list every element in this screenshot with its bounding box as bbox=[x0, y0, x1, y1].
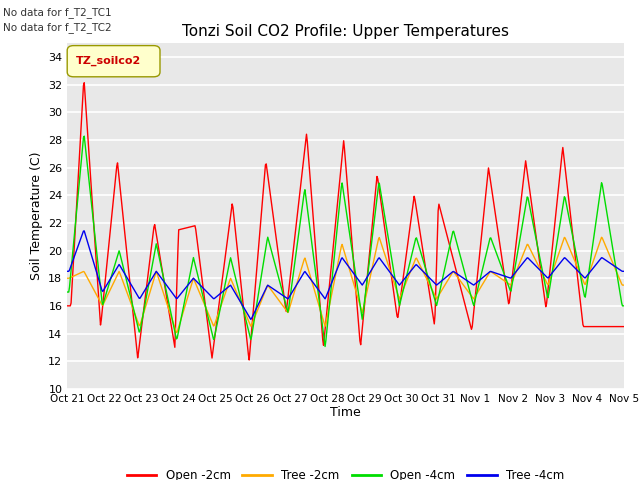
Tree -2cm bbox=[431, 291, 438, 297]
Tree -2cm bbox=[173, 330, 180, 336]
Open -2cm bbox=[188, 224, 196, 229]
Open -4cm bbox=[218, 300, 225, 306]
Tree -2cm bbox=[74, 272, 81, 277]
Legend: Open -2cm, Tree -2cm, Open -4cm, Tree -4cm: Open -2cm, Tree -2cm, Open -4cm, Tree -4… bbox=[122, 464, 569, 480]
Tree -4cm bbox=[188, 277, 196, 283]
Text: No data for f_T2_TC1: No data for f_T2_TC1 bbox=[3, 7, 112, 18]
Open -4cm bbox=[188, 262, 196, 268]
Text: TZ_soilco2: TZ_soilco2 bbox=[76, 56, 141, 66]
Tree -4cm bbox=[415, 264, 422, 270]
Tree -4cm bbox=[620, 268, 628, 274]
Open -4cm bbox=[321, 344, 329, 349]
Tree -4cm bbox=[81, 228, 88, 234]
Tree -2cm bbox=[63, 276, 71, 281]
Open -2cm bbox=[431, 312, 439, 318]
Tree -2cm bbox=[620, 282, 628, 288]
Tree -4cm bbox=[247, 316, 255, 322]
Open -4cm bbox=[81, 133, 88, 139]
Tree -4cm bbox=[218, 290, 225, 296]
Title: Tonzi Soil CO2 Profile: Upper Temperatures: Tonzi Soil CO2 Profile: Upper Temperatur… bbox=[182, 24, 509, 39]
Open -4cm bbox=[63, 289, 71, 295]
Tree -2cm bbox=[598, 234, 605, 240]
Open -2cm bbox=[620, 324, 628, 329]
Line: Tree -2cm: Tree -2cm bbox=[67, 237, 624, 333]
Open -2cm bbox=[131, 333, 139, 338]
Open -2cm bbox=[74, 192, 81, 197]
Tree -4cm bbox=[74, 245, 81, 251]
Tree -4cm bbox=[63, 268, 71, 274]
Text: No data for f_T2_TC2: No data for f_T2_TC2 bbox=[3, 22, 112, 33]
Open -2cm bbox=[81, 80, 88, 85]
X-axis label: Time: Time bbox=[330, 407, 361, 420]
Open -2cm bbox=[63, 303, 71, 309]
Tree -2cm bbox=[131, 310, 138, 316]
Open -2cm bbox=[415, 221, 422, 227]
Line: Tree -4cm: Tree -4cm bbox=[67, 231, 624, 319]
Line: Open -2cm: Open -2cm bbox=[67, 83, 624, 360]
Tree -4cm bbox=[131, 289, 139, 295]
Open -2cm bbox=[245, 357, 253, 363]
Line: Open -4cm: Open -4cm bbox=[67, 136, 624, 347]
Tree -2cm bbox=[414, 258, 422, 264]
Open -4cm bbox=[131, 313, 139, 319]
Tree -4cm bbox=[431, 281, 439, 287]
Y-axis label: Soil Temperature (C): Soil Temperature (C) bbox=[29, 152, 42, 280]
Open -4cm bbox=[74, 201, 81, 207]
Open -4cm bbox=[431, 298, 439, 304]
Tree -2cm bbox=[218, 302, 225, 308]
Tree -2cm bbox=[188, 280, 196, 286]
Open -4cm bbox=[620, 303, 628, 309]
Open -2cm bbox=[218, 284, 225, 290]
Open -4cm bbox=[415, 243, 422, 249]
